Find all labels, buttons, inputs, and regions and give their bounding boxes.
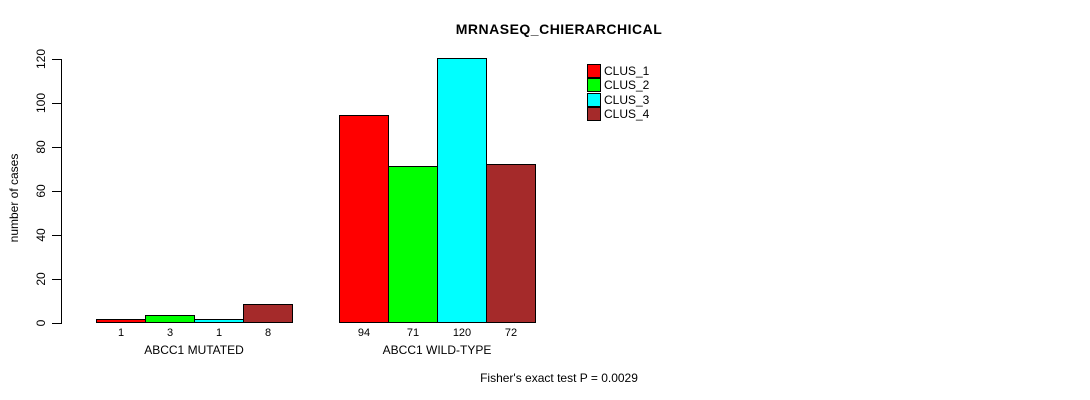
legend-label: CLUS_3 [604,92,650,107]
y-tick-mark [52,191,61,192]
bar-value-label: 8 [264,327,272,339]
y-tick-label: 0 [34,319,48,327]
y-tick-label: 120 [34,48,48,70]
pvalue-annotation: Fisher's exact test P = 0.0029 [480,371,638,385]
category-label-wildtype: ABCC1 WILD-TYPE [382,343,492,357]
category-label-mutated: ABCC1 MUTATED [144,343,244,357]
legend-label: CLUS_4 [604,107,650,122]
legend-swatch-clus_1 [587,64,601,78]
y-tick-mark [52,235,61,236]
bar-clus_3-group0 [194,319,244,323]
legend-swatch-clus_4 [587,107,601,122]
y-tick-mark [52,279,61,280]
legend-label: CLUS_2 [604,78,650,93]
y-tick-mark [52,147,61,148]
bar-clus_3-group1 [437,58,487,323]
legend-label: CLUS_1 [604,64,650,78]
bar-value-label: 120 [452,327,472,339]
y-tick-mark [52,59,61,60]
bar-value-label: 3 [166,327,174,339]
bar-clus_4-group0 [243,304,293,323]
bar-value-label: 72 [504,327,518,339]
bar-value-label: 1 [215,327,223,339]
bar-clus_1-group0 [96,319,146,323]
bar-value-label: 94 [357,327,371,339]
y-axis-line [61,59,62,324]
bar-value-label: 1 [117,327,125,339]
legend-swatch-clus_3 [587,92,601,107]
bar-clus_2-group1 [388,165,438,323]
bar-clus_1-group1 [339,115,389,323]
legend: CLUS_1 CLUS_2 CLUS_3 CLUS_4 [587,64,727,126]
bar-value-label: 71 [406,327,420,339]
y-tick-label: 80 [34,140,48,154]
bar-clus_4-group1 [486,163,536,323]
y-tick-label: 60 [34,184,48,198]
y-tick-label: 20 [34,272,48,286]
y-axis-label: number of cases [7,153,21,243]
y-tick-mark [52,323,61,324]
chart-title: MRNASEQ_CHIERARCHICAL [455,21,663,37]
y-tick-label: 100 [34,92,48,114]
bar-clus_2-group0 [145,315,195,323]
y-tick-mark [52,103,61,104]
legend-swatch-clus_2 [587,78,601,93]
y-tick-label: 40 [34,228,48,242]
